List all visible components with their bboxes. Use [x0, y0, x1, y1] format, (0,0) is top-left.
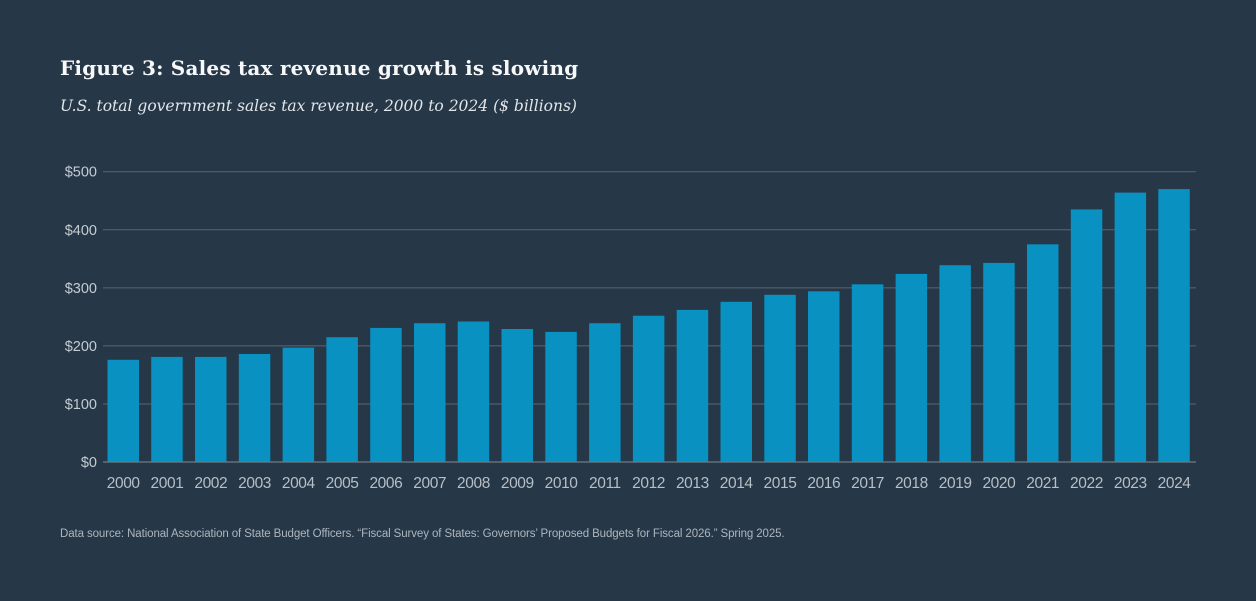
x-tick-label-2005: 2005 — [326, 475, 359, 492]
y-tick-label-100: $100 — [65, 397, 97, 413]
bar-2001 — [151, 356, 183, 462]
x-tick-label-2010: 2010 — [545, 475, 579, 492]
figure-title: Figure 3: Sales tax revenue growth is sl… — [60, 56, 579, 80]
x-tick-label-2015: 2015 — [764, 475, 797, 492]
y-tick-label-200: $200 — [65, 339, 97, 355]
x-tick-label-2012: 2012 — [632, 475, 665, 492]
x-tick-label-2021: 2021 — [1026, 475, 1059, 492]
bar-2018 — [895, 273, 928, 462]
y-tick-label-300: $300 — [65, 281, 97, 297]
bar-2006 — [370, 327, 402, 462]
figure-subtitle: U.S. total government sales tax revenue,… — [60, 97, 577, 115]
bar-2016 — [808, 291, 840, 462]
bar-2012 — [632, 315, 665, 462]
x-tick-label-2007: 2007 — [413, 475, 446, 492]
x-tick-label-2023: 2023 — [1114, 475, 1147, 492]
bar-2017 — [851, 284, 884, 462]
x-tick-label-2011: 2011 — [589, 475, 621, 492]
bar-2008 — [457, 321, 490, 462]
x-tick-label-2017: 2017 — [851, 475, 884, 492]
x-tick-label-2014: 2014 — [720, 475, 754, 492]
data-source-note: Data source: National Association of Sta… — [60, 528, 785, 540]
x-tick-label-2002: 2002 — [194, 475, 227, 492]
x-tick-label-2018: 2018 — [895, 475, 928, 492]
x-tick-label-2006: 2006 — [369, 475, 402, 492]
bar-2019 — [939, 265, 971, 462]
x-tick-label-2009: 2009 — [501, 475, 534, 492]
y-tick-label-0: $0 — [81, 455, 97, 471]
x-tick-label-2008: 2008 — [457, 475, 490, 492]
bar-2020 — [983, 262, 1015, 462]
bar-2024 — [1158, 189, 1190, 462]
bar-2003 — [238, 354, 271, 462]
x-tick-label-2003: 2003 — [238, 475, 271, 492]
bar-2011 — [589, 323, 621, 462]
bar-2009 — [501, 329, 533, 462]
bar-2021 — [1027, 244, 1059, 462]
bar-2022 — [1070, 209, 1103, 462]
bar-2007 — [414, 323, 446, 462]
bar-2013 — [676, 309, 709, 462]
x-tick-label-2022: 2022 — [1070, 475, 1103, 492]
x-tick-label-2019: 2019 — [939, 475, 972, 492]
bar-2004 — [282, 347, 315, 462]
bar-2005 — [326, 337, 358, 462]
bar-2023 — [1114, 192, 1147, 462]
x-tick-label-2001: 2001 — [151, 475, 184, 492]
bar-2000 — [107, 359, 139, 462]
x-tick-label-2004: 2004 — [282, 475, 316, 492]
x-tick-label-2000: 2000 — [107, 475, 141, 492]
bar-2014 — [720, 301, 752, 462]
x-tick-label-2016: 2016 — [807, 475, 840, 492]
x-tick-label-2020: 2020 — [982, 475, 1016, 492]
bar-2002 — [195, 356, 227, 462]
x-tick-label-2013: 2013 — [676, 475, 709, 492]
bar-2010 — [545, 331, 577, 462]
y-tick-label-400: $400 — [65, 223, 97, 239]
x-tick-label-2024: 2024 — [1158, 475, 1192, 492]
bar-2015 — [764, 294, 796, 462]
y-tick-label-500: $500 — [65, 165, 97, 181]
